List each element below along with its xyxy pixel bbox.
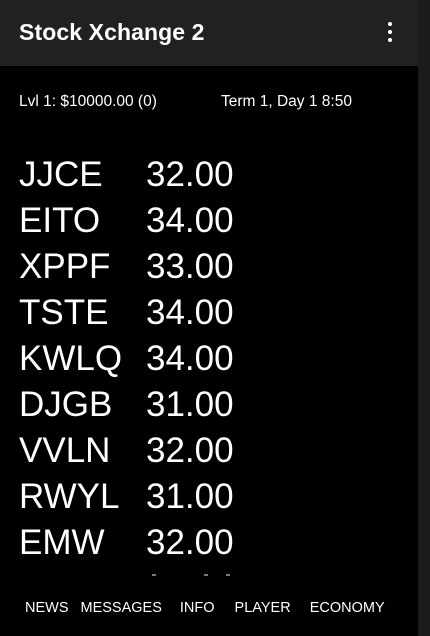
scroll-overflow-hint [140,574,260,578]
menu-dot [388,22,392,26]
stock-list: JJCE 32.00 EITO 34.00 XPPF 33.00 TSTE 34… [19,152,399,566]
tab-player[interactable]: PLAYER [234,600,291,616]
stock-price: 31.00 [146,385,234,424]
stock-row-emw[interactable]: EMW 32.00 [19,520,399,566]
hint-mark [226,574,230,576]
stock-price: 34.00 [146,339,234,378]
stock-price: 33.00 [146,247,234,286]
stock-price: 34.00 [146,201,234,240]
status-row: Lvl 1: $10000.00 (0) Term 1, Day 1 8:50 [19,93,399,113]
stock-symbol: DJGB [19,385,113,424]
stock-row-djgb[interactable]: DJGB 31.00 [19,382,399,428]
tab-economy[interactable]: ECONOMY [309,600,385,616]
term-day-time: Term 1, Day 1 8:50 [221,93,352,110]
stock-symbol: KWLQ [19,339,123,378]
stock-price: 32.00 [146,431,234,470]
stock-row-tste[interactable]: TSTE 34.00 [19,290,399,336]
tab-news[interactable]: NEWS [25,600,69,616]
stock-row-rwyl[interactable]: RWYL 31.00 [19,474,399,520]
stock-price: 31.00 [146,477,234,516]
stock-symbol: VVLN [19,431,111,470]
level-balance: Lvl 1: $10000.00 (0) [19,93,157,110]
stock-row-xppf[interactable]: XPPF 33.00 [19,244,399,290]
stock-price: 32.00 [146,155,234,194]
stock-price: 32.00 [146,523,234,562]
more-vert-icon[interactable] [382,20,398,44]
scrollbar-rail [418,0,430,636]
app-title: Stock Xchange 2 [19,18,205,45]
hint-mark [152,574,156,576]
stock-price: 34.00 [146,293,234,332]
bottom-nav: NEWS MESSAGES INFO PLAYER ECONOMY [0,592,418,624]
stock-symbol: TSTE [19,293,109,332]
tab-messages[interactable]: MESSAGES [80,600,162,616]
menu-dot [388,38,392,42]
stock-row-jjce[interactable]: JJCE 32.00 [19,152,399,198]
stock-row-eito[interactable]: EITO 34.00 [19,198,399,244]
stock-row-kwlq[interactable]: KWLQ 34.00 [19,336,399,382]
app-bar: Stock Xchange 2 [0,0,418,66]
stock-symbol: EITO [19,201,101,240]
stock-symbol: XPPF [19,247,111,286]
stock-row-vvln[interactable]: VVLN 32.00 [19,428,399,474]
hint-mark [204,574,208,576]
stock-symbol: EMW [19,523,105,562]
tab-info[interactable]: INFO [179,600,215,616]
menu-dot [388,30,392,34]
stock-symbol: JJCE [19,155,103,194]
stock-symbol: RWYL [19,477,120,516]
